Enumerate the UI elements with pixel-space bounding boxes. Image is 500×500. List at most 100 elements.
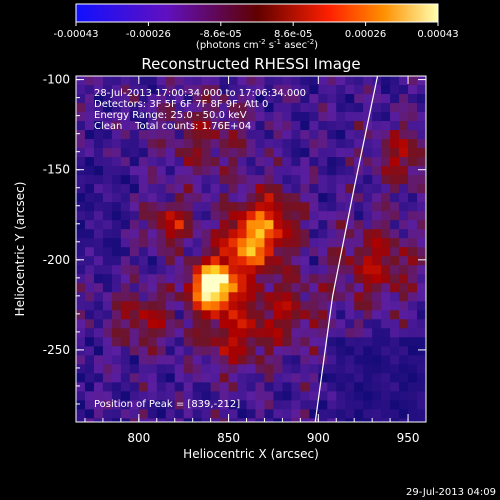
heatmap-cell — [417, 274, 426, 284]
heatmap-cell — [408, 256, 418, 266]
heatmap-cell — [219, 328, 230, 338]
heatmap-cell — [318, 400, 328, 410]
heatmap-cell — [417, 409, 426, 419]
heatmap-cell — [255, 346, 266, 356]
heatmap-cell — [291, 76, 301, 86]
heatmap-cell — [120, 94, 131, 104]
heatmap-cell — [282, 256, 292, 266]
heatmap-cell — [237, 202, 248, 212]
heatmap-cell — [219, 130, 230, 140]
heatmap-cell — [174, 364, 185, 374]
heatmap-cell — [345, 355, 355, 365]
heatmap-cell — [237, 139, 248, 149]
colorbar-tick-label: -0.00043 — [54, 29, 99, 40]
heatmap-cell — [264, 310, 275, 320]
heatmap-cell — [228, 265, 239, 275]
heatmap-cell — [174, 139, 185, 149]
heatmap-cell — [291, 184, 301, 194]
heatmap-cell — [219, 319, 230, 329]
heatmap-cell — [318, 76, 328, 86]
heatmap-cell — [210, 103, 221, 113]
heatmap-cell — [210, 292, 221, 302]
heatmap-cell — [291, 274, 301, 284]
heatmap-cell — [390, 382, 400, 392]
heatmap-cell — [327, 238, 337, 248]
heatmap-cell — [264, 418, 275, 422]
heatmap-cell — [129, 148, 140, 158]
heatmap-cell — [165, 220, 176, 230]
heatmap-cell — [417, 382, 426, 392]
heatmap-cell — [354, 256, 364, 266]
heatmap-cell — [156, 130, 167, 140]
heatmap-cell — [102, 292, 113, 302]
heatmap-cell — [84, 157, 95, 167]
heatmap-cell — [246, 193, 257, 203]
heatmap-cell — [165, 319, 176, 329]
heatmap-cell — [282, 364, 292, 374]
heatmap-cell — [300, 148, 310, 158]
heatmap-cell — [102, 382, 113, 392]
heatmap-cell — [408, 337, 418, 347]
heatmap-cell — [246, 157, 257, 167]
heatmap-cell — [156, 346, 167, 356]
heatmap-cell — [372, 112, 382, 122]
heatmap-cell — [201, 175, 212, 185]
heatmap-cell — [183, 202, 194, 212]
heatmap-cell — [246, 166, 257, 176]
heatmap-cell — [76, 157, 86, 167]
heatmap-cell — [156, 139, 167, 149]
heatmap-cell — [363, 328, 373, 338]
heatmap-cell — [102, 139, 113, 149]
heatmap-cell — [408, 292, 418, 302]
heatmap-cell — [291, 409, 301, 419]
heatmap-cell — [237, 103, 248, 113]
heatmap-cell — [165, 229, 176, 239]
heatmap-cell — [264, 409, 275, 419]
heatmap-cell — [354, 130, 364, 140]
heatmap-cell — [111, 247, 122, 257]
heatmap-cell — [417, 292, 426, 302]
heatmap-cell — [165, 283, 176, 293]
heatmap-cell — [381, 418, 391, 422]
heatmap-cell — [345, 76, 355, 86]
heatmap-cell — [111, 166, 122, 176]
heatmap-cell — [408, 85, 418, 95]
heatmap-cell — [345, 193, 355, 203]
heatmap-cell — [147, 220, 158, 230]
heatmap-cell — [156, 301, 167, 311]
heatmap-cell — [336, 166, 346, 176]
solar-limb-curve — [314, 76, 379, 422]
heatmap-cell — [156, 364, 167, 374]
heatmap-cell — [192, 166, 203, 176]
heatmap-cell — [120, 256, 131, 266]
heatmap-cell — [318, 157, 328, 167]
heatmap-cell — [138, 247, 149, 257]
heatmap-cell — [147, 76, 158, 86]
heatmap-cell — [390, 112, 400, 122]
heatmap-cell — [76, 193, 86, 203]
heatmap-cell — [291, 130, 301, 140]
heatmap-cell — [156, 148, 167, 158]
heatmap-cell — [390, 337, 400, 347]
heatmap-cell — [372, 103, 382, 113]
heatmap-cell — [399, 256, 409, 266]
heatmap-cell — [246, 409, 257, 419]
heatmap-cell — [255, 112, 266, 122]
heatmap-cell — [408, 175, 418, 185]
heatmap-cell — [120, 157, 131, 167]
heatmap-cell — [138, 283, 149, 293]
heatmap-cell — [156, 112, 167, 122]
heatmap-cell — [327, 346, 337, 356]
heatmap-cell — [408, 346, 418, 356]
heatmap-cell — [264, 274, 275, 284]
heatmap-cell — [417, 94, 426, 104]
heatmap-cell — [273, 139, 284, 149]
heatmap-cell — [165, 175, 176, 185]
heatmap-cell — [201, 112, 212, 122]
heatmap-cell — [147, 247, 158, 257]
heatmap-cell — [345, 346, 355, 356]
heatmap-cell — [372, 418, 382, 422]
heatmap-cell — [156, 328, 167, 338]
heatmap-cell — [246, 220, 257, 230]
heatmap-cell — [219, 193, 230, 203]
